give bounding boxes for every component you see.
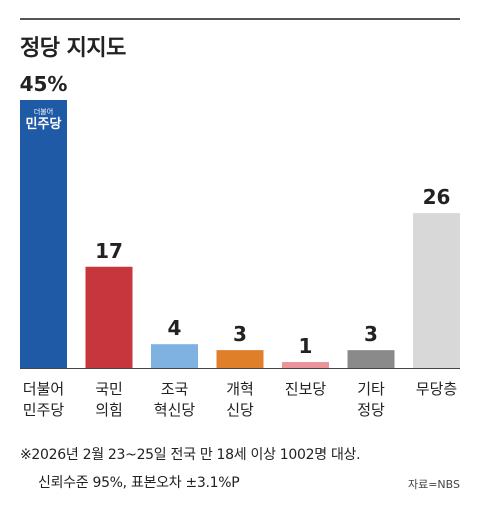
category-label-1-0: 국민 (95, 380, 123, 398)
chart-title: 정당 지지도 (20, 36, 126, 61)
bar-5 (347, 350, 395, 368)
bar-0 (20, 100, 67, 368)
bar-chart: 45%더불어민주당17국민의힘4조국혁신당3개혁신당1진보당3기타정당26무당층… (20, 72, 460, 419)
category-label-5-0: 기타 (357, 380, 385, 398)
category-label-0-0: 더불어 (23, 380, 64, 398)
category-label-2-0: 조국 (161, 380, 189, 398)
value-label-4: 1 (299, 334, 313, 358)
category-label-0-1: 민주당 (23, 401, 65, 419)
footnote-confidence: 신뢰수준 95%, 표본오차 ±3.1%P (38, 475, 240, 491)
top-rule (20, 18, 460, 20)
value-label-5: 3 (364, 322, 378, 346)
category-label-2-1: 혁신당 (154, 401, 196, 419)
value-label-2: 4 (168, 316, 182, 340)
category-label-3-0: 개혁 (226, 380, 254, 398)
value-label-3: 3 (233, 322, 247, 346)
bar-3 (216, 350, 264, 368)
party-logo-line2: 민주당 (26, 116, 62, 132)
value-label-6: 26 (423, 185, 451, 209)
bar-2 (151, 344, 198, 368)
source-label: 자료=NBS (407, 478, 460, 491)
category-label-1-1: 의힘 (95, 401, 123, 419)
bar-1 (85, 266, 133, 368)
value-label-0: 45% (20, 72, 68, 96)
value-label-1: 17 (95, 239, 123, 263)
category-label-6-0: 무당층 (416, 380, 457, 398)
category-label-5-1: 정당 (357, 401, 385, 419)
category-label-3-1: 신당 (226, 401, 254, 419)
bar-4 (282, 362, 329, 368)
bar-6 (413, 213, 460, 368)
category-label-4-0: 진보당 (285, 380, 327, 398)
footnote-survey: ※2026년 2월 23~25일 전국 만 18세 이상 1002명 대상. (20, 447, 361, 463)
party-logo-line1: 더불어 (34, 107, 53, 116)
